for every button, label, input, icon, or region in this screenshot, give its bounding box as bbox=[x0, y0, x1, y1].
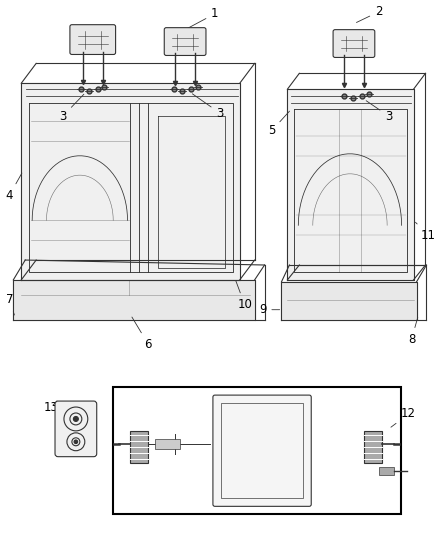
Bar bbox=[155, 439, 180, 449]
FancyBboxPatch shape bbox=[213, 395, 311, 506]
Polygon shape bbox=[287, 89, 413, 280]
Text: 13: 13 bbox=[44, 400, 59, 414]
FancyBboxPatch shape bbox=[333, 30, 375, 58]
Text: 8: 8 bbox=[408, 317, 418, 346]
Bar bbox=[131, 431, 148, 463]
Text: 3: 3 bbox=[192, 94, 223, 119]
Circle shape bbox=[74, 440, 78, 443]
Bar bbox=[113, 387, 401, 514]
Text: 3: 3 bbox=[59, 94, 84, 123]
Bar bbox=[379, 466, 394, 474]
Text: 5: 5 bbox=[268, 111, 290, 138]
Bar bbox=[221, 403, 303, 498]
FancyBboxPatch shape bbox=[55, 401, 97, 457]
Bar bbox=[364, 431, 382, 463]
Polygon shape bbox=[21, 83, 240, 280]
Text: 12: 12 bbox=[391, 407, 416, 427]
Text: 7: 7 bbox=[6, 293, 14, 315]
Polygon shape bbox=[282, 282, 417, 320]
Text: 1: 1 bbox=[187, 7, 219, 28]
Text: 4: 4 bbox=[6, 173, 22, 202]
Text: 2: 2 bbox=[357, 5, 382, 22]
Text: 6: 6 bbox=[132, 317, 152, 351]
Text: 10: 10 bbox=[236, 280, 252, 311]
FancyBboxPatch shape bbox=[164, 28, 206, 55]
FancyBboxPatch shape bbox=[70, 25, 116, 54]
Polygon shape bbox=[13, 280, 254, 320]
Text: 3: 3 bbox=[366, 101, 392, 123]
Text: 9: 9 bbox=[259, 303, 279, 316]
Circle shape bbox=[74, 416, 78, 422]
Text: 11: 11 bbox=[416, 222, 436, 242]
